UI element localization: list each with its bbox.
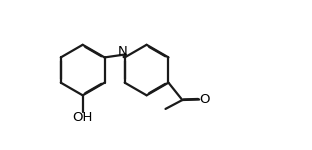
Text: N: N [118, 45, 128, 58]
Text: OH: OH [72, 111, 93, 124]
Text: O: O [199, 93, 210, 106]
